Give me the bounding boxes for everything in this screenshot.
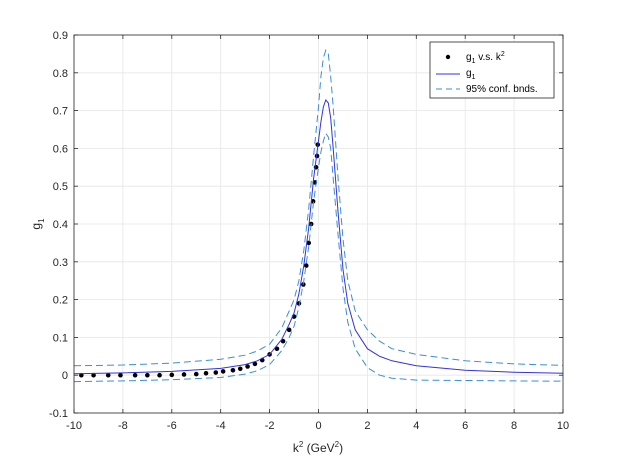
- fit-line: [73, 99, 564, 375]
- data-point: [169, 372, 175, 378]
- data-point: [245, 364, 250, 369]
- data-point: [145, 372, 150, 378]
- x-tick-label: 0: [315, 420, 321, 432]
- data-point: [181, 372, 187, 377]
- x-tick-label: -10: [66, 420, 82, 432]
- ticks-group: -10 -8 -6 -4 -2 0 2 4 6 8 10 -0.1 0 0.1 0.2 0.3 0.4 0.5 0.…: [49, 30, 569, 432]
- y-tick-label: 0.3: [53, 257, 68, 269]
- data-point: [105, 372, 111, 378]
- series-group: [73, 48, 564, 383]
- data-point: [306, 240, 312, 246]
- x-tick-label: 8: [511, 420, 517, 432]
- data-point: [220, 369, 226, 374]
- y-tick-label: -0.1: [49, 408, 68, 420]
- data-point: [157, 372, 162, 378]
- x-axis-label: k2 (GeV2): [293, 440, 343, 455]
- data-point: [203, 371, 209, 376]
- y-tick-label: 0.1: [53, 332, 68, 344]
- y-tick-label: 0: [62, 370, 68, 382]
- x-tick-label: -4: [216, 420, 226, 432]
- y-tick-label: 0.5: [53, 181, 68, 193]
- y-tick-label: 0.9: [53, 30, 68, 42]
- data-point: [286, 327, 292, 333]
- y-tick-label: 0.4: [53, 219, 68, 231]
- x-tick-label: -2: [265, 420, 275, 432]
- data-point: [213, 370, 219, 375]
- legend-label-1: g1: [466, 68, 476, 81]
- data-point: [303, 263, 309, 268]
- legend-label-0: g1 v.s. k2: [466, 51, 505, 65]
- data-point: [132, 372, 138, 378]
- data-point: [91, 372, 96, 378]
- x-tick-label: 2: [364, 420, 370, 432]
- legend-marker-dot: [445, 54, 451, 60]
- data-point: [230, 367, 236, 373]
- x-tick-label: 4: [413, 420, 419, 432]
- legend-label-2: 95% conf. bnds.: [466, 84, 538, 95]
- data-point: [118, 372, 123, 378]
- y-axis-label: g1: [29, 218, 46, 230]
- x-tick-label: 6: [462, 420, 468, 432]
- data-point: [280, 338, 286, 344]
- data-point: [310, 199, 316, 204]
- data-point: [237, 366, 243, 372]
- confidence-bound-line: [73, 48, 564, 367]
- y-tick-label: 0.7: [53, 106, 68, 118]
- y-tick-label: 0.8: [53, 68, 68, 80]
- x-tick-label: -6: [167, 420, 177, 432]
- legend: g1 v.s. k2 g1 95% conf. bnds.: [429, 41, 555, 99]
- y-tick-label: 0.6: [53, 143, 68, 155]
- x-tick-label: 10: [557, 420, 569, 432]
- data-point: [274, 346, 280, 352]
- x-tick-label: -8: [118, 420, 128, 432]
- data-point: [252, 361, 258, 367]
- y-tick-label: 0.2: [53, 295, 68, 307]
- data-point: [193, 371, 199, 377]
